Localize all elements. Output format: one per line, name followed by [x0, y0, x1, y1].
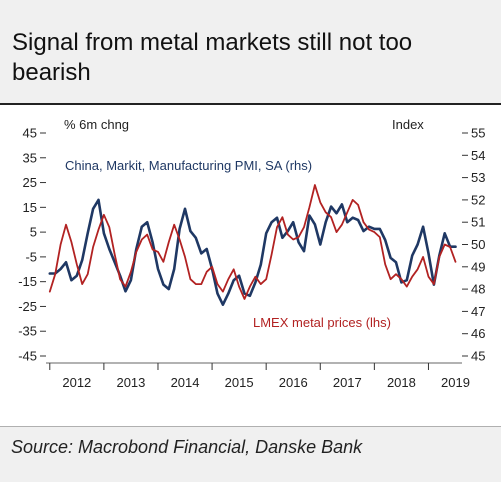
left-y-tick-label: -25: [18, 299, 37, 314]
series-layer: [48, 184, 457, 307]
left-y-tick-label: 25: [23, 175, 37, 190]
right-y-tick-label: 55: [471, 126, 485, 141]
x-tick-label: 2018: [387, 375, 416, 390]
right-y-tick-label: 50: [471, 237, 485, 252]
left-axis-unit-label: % 6m chng: [64, 117, 129, 132]
left-y-tick-label: 35: [23, 150, 37, 165]
axes: [46, 362, 462, 364]
source-note: Source: Macrobond Financial, Danske Bank: [11, 437, 363, 457]
left-y-tick-label: 5: [30, 225, 37, 240]
left-y-tick-label: 45: [23, 126, 37, 141]
right-y-tick-label: 52: [471, 192, 485, 207]
x-axis-ticks: 2012 2013 2014 2015 2016 2017 2018 2019: [49, 363, 470, 390]
chart-area: 45 35 25 15 5 -5 -15 -25 -35 -45 55 54 53 52 51 50 49 48…: [18, 117, 485, 390]
right-y-tick-label: 51: [471, 215, 485, 230]
right-y-tick-label: 48: [471, 282, 485, 297]
x-tick-label: 2013: [116, 375, 145, 390]
x-tick-label: 2014: [171, 375, 200, 390]
x-tick-label: 2012: [62, 375, 91, 390]
left-y-tick-label: -35: [18, 324, 37, 339]
chart-title: Signal from metal markets still not too …: [12, 29, 413, 86]
x-tick-label: 2019: [441, 375, 470, 390]
right-y-tick-label: 47: [471, 304, 485, 319]
source-bar: [0, 427, 501, 482]
series-label-china-pmi: China, Markit, Manufacturing PMI, SA (rh…: [65, 158, 312, 173]
left-y-tick-label: 15: [23, 200, 37, 215]
left-y-tick-label: -15: [18, 274, 37, 289]
series-line-china-pmi: [48, 198, 457, 307]
x-tick-label: 2015: [225, 375, 254, 390]
right-y-axis-ticks: 55 54 53 52 51 50 49 48 47 46 45: [462, 126, 485, 364]
right-y-tick-label: 46: [471, 326, 485, 341]
left-y-tick-label: -45: [18, 349, 37, 364]
left-y-tick-label: -5: [25, 249, 37, 264]
series-line-lmex: [48, 184, 457, 300]
right-y-tick-label: 54: [471, 148, 485, 163]
right-y-tick-label: 45: [471, 349, 485, 364]
series-label-lmex: LMEX metal prices (lhs): [253, 315, 391, 330]
left-y-axis-ticks: 45 35 25 15 5 -5 -15 -25 -35 -45: [18, 126, 46, 364]
right-y-tick-label: 53: [471, 170, 485, 185]
x-tick-label: 2016: [279, 375, 308, 390]
right-axis-unit-label: Index: [392, 117, 424, 132]
x-tick-label: 2017: [333, 375, 362, 390]
source-divider: [0, 426, 501, 427]
title-bar: Signal from metal markets still not too …: [0, 0, 501, 103]
right-y-tick-label: 49: [471, 259, 485, 274]
title-divider: [0, 103, 501, 105]
